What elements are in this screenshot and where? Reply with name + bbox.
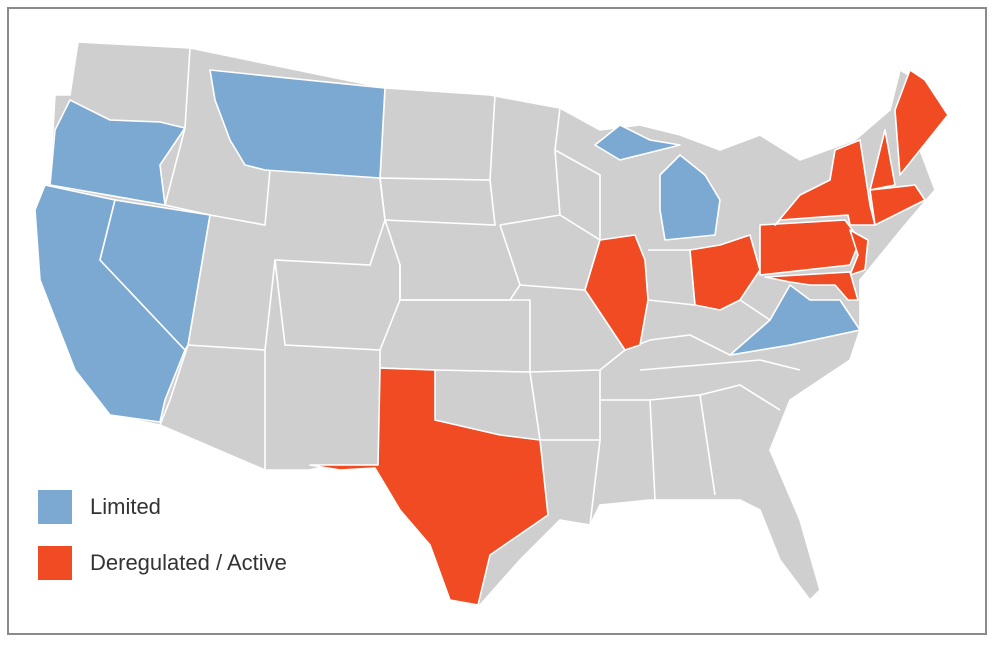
land <box>34 41 949 606</box>
us-map <box>34 41 949 606</box>
state-active <box>849 229 869 276</box>
state-active <box>309 367 549 606</box>
state-active <box>774 139 876 226</box>
state-active <box>869 129 896 191</box>
legend-swatch <box>38 546 72 580</box>
state-limited <box>594 124 681 161</box>
state-active <box>584 234 649 351</box>
legend-swatch <box>38 490 72 524</box>
legend-label: Limited <box>90 494 161 519</box>
state-limited <box>659 154 721 241</box>
state-active <box>759 219 861 276</box>
state-limited <box>99 199 211 351</box>
legend-label: Deregulated / Active <box>90 550 287 575</box>
legend: Limited Deregulated / Active <box>38 490 287 580</box>
state-active <box>689 234 761 311</box>
state-limited <box>209 69 386 179</box>
state-active <box>894 69 949 176</box>
state-limited <box>49 99 186 206</box>
state-active <box>764 271 859 301</box>
state-active <box>869 184 926 226</box>
state-limited <box>729 284 861 356</box>
